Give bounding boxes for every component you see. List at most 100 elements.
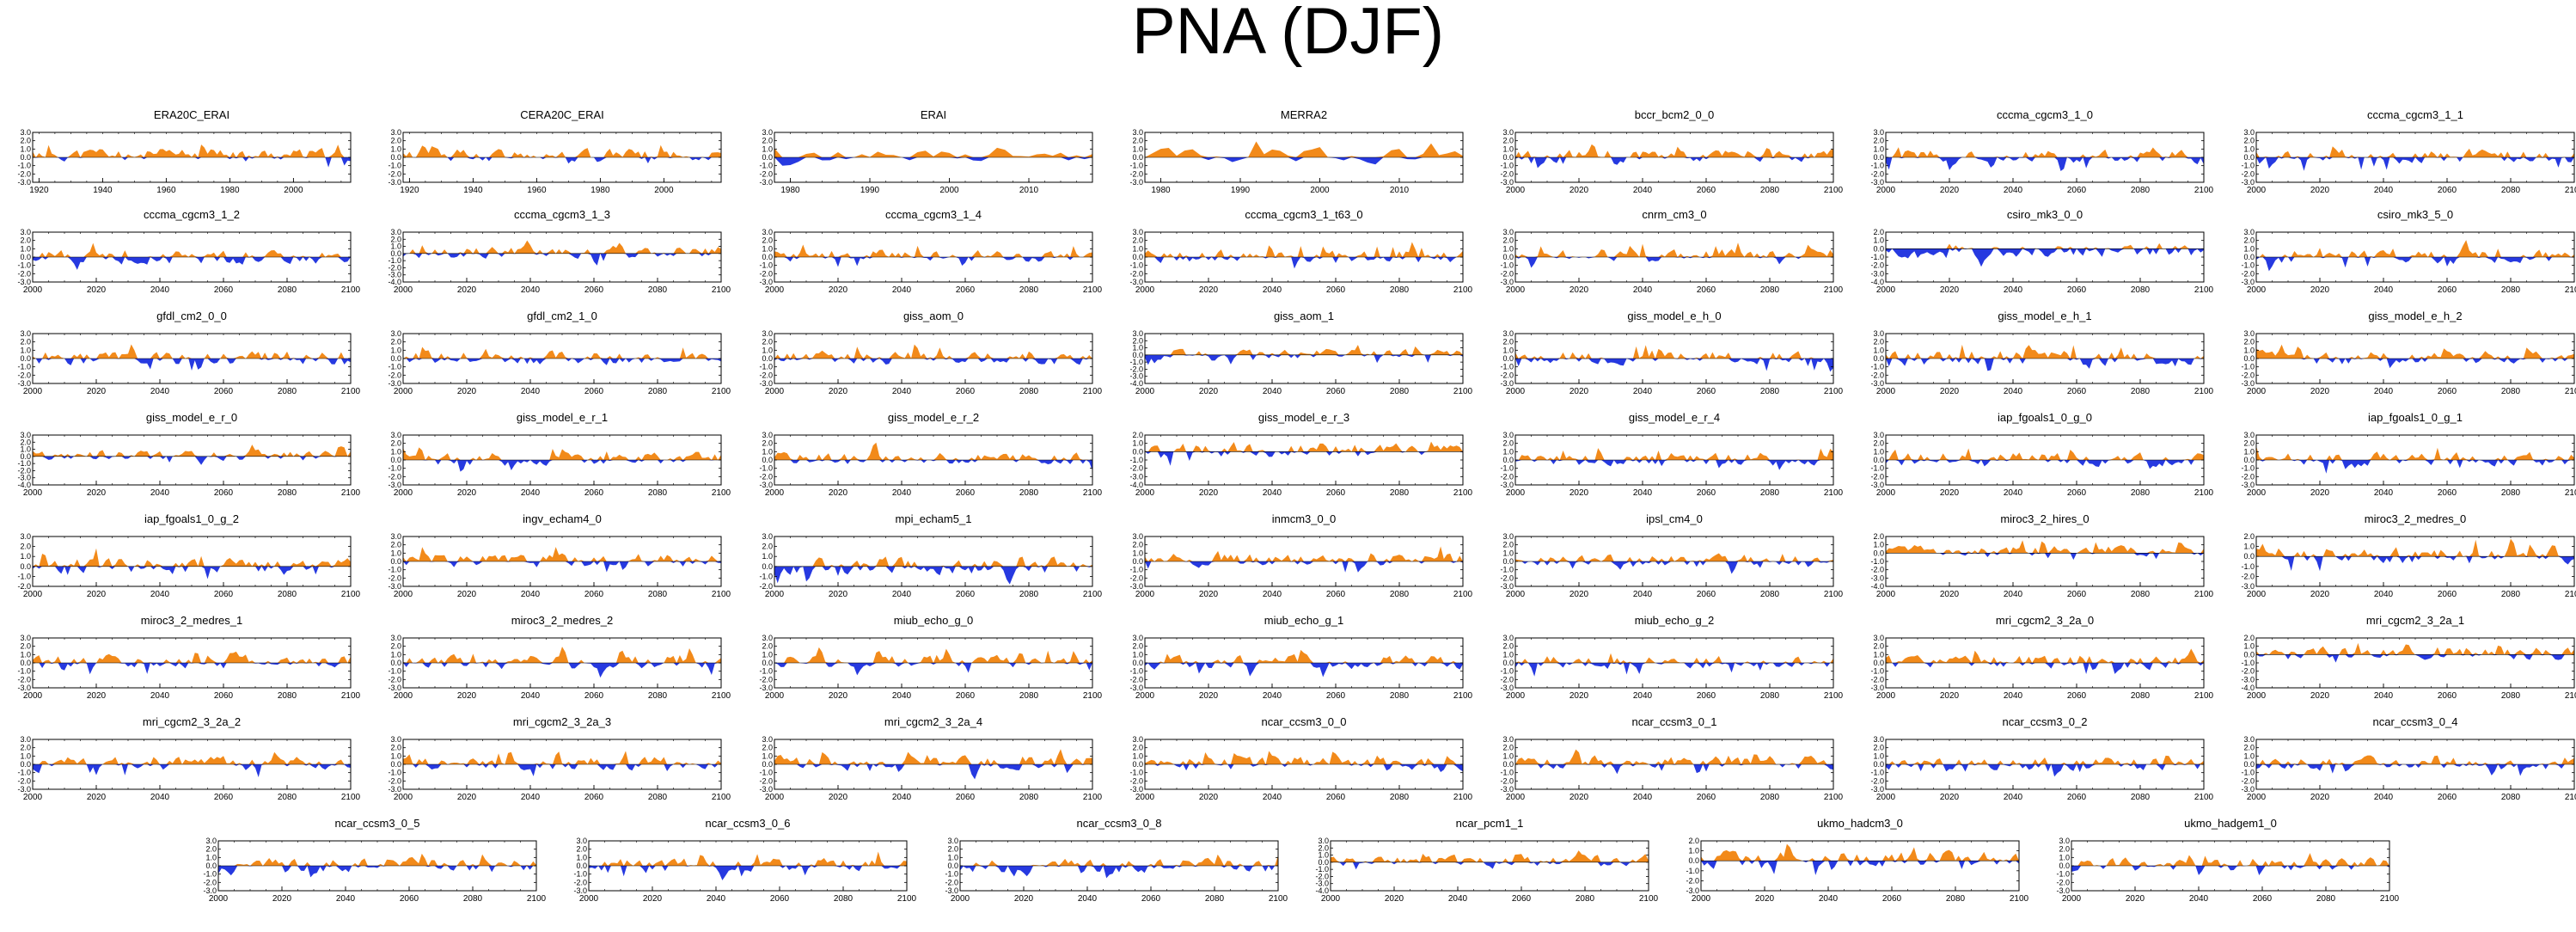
y-tick-label: 3.0	[762, 228, 773, 236]
x-tick-label: 2000	[1506, 186, 1526, 195]
y-tick-label: 3.0	[2059, 837, 2070, 845]
x-tick-label: 2020	[1940, 387, 1960, 396]
x-tick-label: 2040	[521, 387, 541, 396]
x-tick-label: 2020	[1569, 186, 1589, 195]
y-tick-label: -2.0	[2241, 472, 2255, 481]
y-tick-label: 2.0	[762, 137, 773, 145]
y-tick-label: 3.0	[390, 634, 401, 642]
y-tick-label: 3.0	[205, 837, 217, 845]
chart-panel: ukmo_hadcm3_0 2.0 1.0 0.0 -1.0 -2.0 -3.0 2000 20…	[1686, 817, 2043, 913]
y-tick-label: 0.0	[762, 456, 773, 464]
positive-area	[2256, 240, 2574, 257]
negative-area	[1886, 359, 2204, 371]
y-tick-label: -3.0	[1129, 684, 1143, 692]
negative-area	[1515, 561, 1833, 574]
chart-svg: cccma_cgcm3_1_13.02.01.00.0-1.0-2.0-3.02…	[2241, 108, 2576, 195]
x-tick-label: 2060	[770, 894, 790, 904]
y-tick-label: 0.0	[1132, 760, 1143, 769]
y-tick-label: 0.0	[1132, 351, 1143, 359]
x-tick-label: 2100	[1824, 793, 1844, 802]
y-tick-label: -1.0	[1870, 162, 1884, 170]
y-tick-label: 0.0	[1502, 153, 1514, 162]
y-tick-label: -1.0	[1500, 464, 1514, 473]
y-tick-label: 0.0	[2243, 354, 2255, 363]
x-tick-label: 2000	[394, 488, 413, 498]
chart-panel: ncar_ccsm3_0_8 3.0 2.0 1.0 0.0 -1.0 -2.0 -3.0 20…	[945, 817, 1302, 913]
chart-title: cccma_cgcm3_1_3	[514, 208, 610, 221]
chart-panel: mri_cgcm2_3_2a_3 3.0 2.0 1.0 0.0 -1.0 -2.0 -3.0…	[388, 715, 745, 812]
y-tick-label: 0.0	[1873, 153, 1884, 162]
y-tick-label: 0.0	[1873, 659, 1884, 667]
chart-panel: giss_model_e_h_2 3.0 2.0 1.0 0.0 -1.0 -2.0 -3.0…	[2241, 310, 2576, 406]
chart-title: ingv_echam4_0	[523, 512, 602, 525]
chart-svg: ncar_ccsm3_0_63.02.01.00.0-1.0-2.0-3.020…	[573, 817, 916, 904]
y-tick-label: 1.0	[762, 447, 773, 456]
y-tick-label: 2.0	[1688, 837, 1699, 845]
y-tick-label: 0.0	[576, 861, 587, 870]
x-tick-label: 2060	[2067, 488, 2087, 498]
x-tick-label: 2020	[457, 793, 477, 802]
x-tick-label: 2080	[278, 285, 297, 295]
y-tick-label: 2.0	[1132, 236, 1143, 245]
y-tick-label: -1.0	[1500, 667, 1514, 676]
x-tick-label: 2060	[1326, 387, 1346, 396]
x-tick-label: 2060	[1882, 894, 1902, 904]
x-tick-label: 2040	[1819, 894, 1839, 904]
x-tick-label: 2060	[214, 793, 234, 802]
x-tick-label: 2040	[2004, 285, 2023, 295]
negative-area	[774, 663, 1092, 676]
y-tick-label: -1.0	[759, 769, 773, 777]
chart-title: miroc3_2_medres_1	[141, 614, 243, 627]
x-tick-label: 2020	[2126, 894, 2145, 904]
y-tick-label: 2.0	[1132, 336, 1143, 345]
x-tick-label: 2000	[2247, 793, 2267, 802]
chart-panel: ncar_ccsm3_0_6 3.0 2.0 1.0 0.0 -1.0 -2.0 -3.0 20…	[573, 817, 931, 913]
x-tick-label: 2040	[150, 285, 170, 295]
negative-area	[403, 561, 721, 573]
x-tick-label: 2020	[457, 285, 477, 295]
x-tick-label: 2060	[584, 590, 604, 599]
y-tick-label: 3.0	[390, 128, 401, 137]
y-tick-label: 2.0	[762, 744, 773, 752]
x-tick-label: 2100	[341, 387, 361, 396]
y-tick-label: -1.0	[1129, 769, 1143, 777]
chart-svg: bccr_bcm2_0_0 3.02.01.00.0-1.0-2.0-3.0200…	[1500, 108, 1843, 195]
x-tick-label: 2060	[956, 387, 976, 396]
y-tick-label: 2.0	[1502, 439, 1514, 448]
positive-area	[2256, 344, 2574, 359]
x-tick-label: 2080	[1760, 590, 1780, 599]
y-tick-label: 0.0	[2243, 253, 2255, 261]
x-tick-label: 2040	[521, 793, 541, 802]
chart-panel: ncar_ccsm3_0_4 3.0 2.0 1.0 0.0 -1.0 -2.0 -3.0 20…	[2241, 715, 2576, 812]
x-tick-label: 2060	[1326, 488, 1346, 498]
x-tick-label: 2020	[1940, 186, 1960, 195]
chart-svg: ncar_pcm1_13.02.01.00.0-1.0-2.0-3.0-4.02…	[1315, 817, 1658, 904]
y-tick-label: 2.0	[20, 137, 31, 145]
x-tick-label: 2040	[892, 387, 912, 396]
x-tick-label: 2100	[1453, 691, 1473, 701]
x-tick-label: 2020	[2310, 488, 2330, 498]
x-tick-label: 2100	[1824, 691, 1844, 701]
chart-panel: ERAI 3.0 2.0 1.0 0.0 -1.0 -2.0 -3.0 1980 1990 2000…	[759, 108, 1117, 205]
y-tick-label: 1.0	[1502, 650, 1514, 659]
y-tick-label: 1.0	[390, 242, 401, 251]
y-tick-label: 3.0	[1873, 634, 1884, 642]
x-tick-label: 2060	[1697, 691, 1716, 701]
x-tick-label: 2020	[2310, 691, 2330, 701]
y-tick-label: 1.0	[1132, 439, 1143, 448]
y-tick-label: 0.0	[390, 153, 401, 162]
chart-svg: MERRA2 3.02.01.00.0-1.0-2.0-3.0 1980 1990 20…	[1129, 108, 1464, 195]
chart-panel: CERA20C_ERAI 3.0 2.0 1.0 0.0 -1.0 -2.0 -3.0 1920…	[388, 108, 745, 205]
y-tick-label: -2.0	[17, 466, 31, 475]
y-tick-label: -3.0	[17, 178, 31, 187]
x-tick-label: 2000	[765, 285, 785, 295]
negative-area	[1515, 157, 1833, 169]
y-tick-label: -1.0	[17, 261, 31, 270]
chart-panel: giss_model_e_r_1 3.0 2.0 1.0 0.0 -1.0 -2.0 -3.0…	[388, 411, 745, 507]
y-tick-label: -2.0	[1500, 269, 1514, 278]
x-tick-label: 2100	[1824, 387, 1844, 396]
x-tick-label: 2100	[2565, 186, 2576, 195]
x-tick-label: 2020	[87, 488, 107, 498]
negative-area	[1515, 764, 1833, 775]
negative-area	[960, 866, 1278, 879]
